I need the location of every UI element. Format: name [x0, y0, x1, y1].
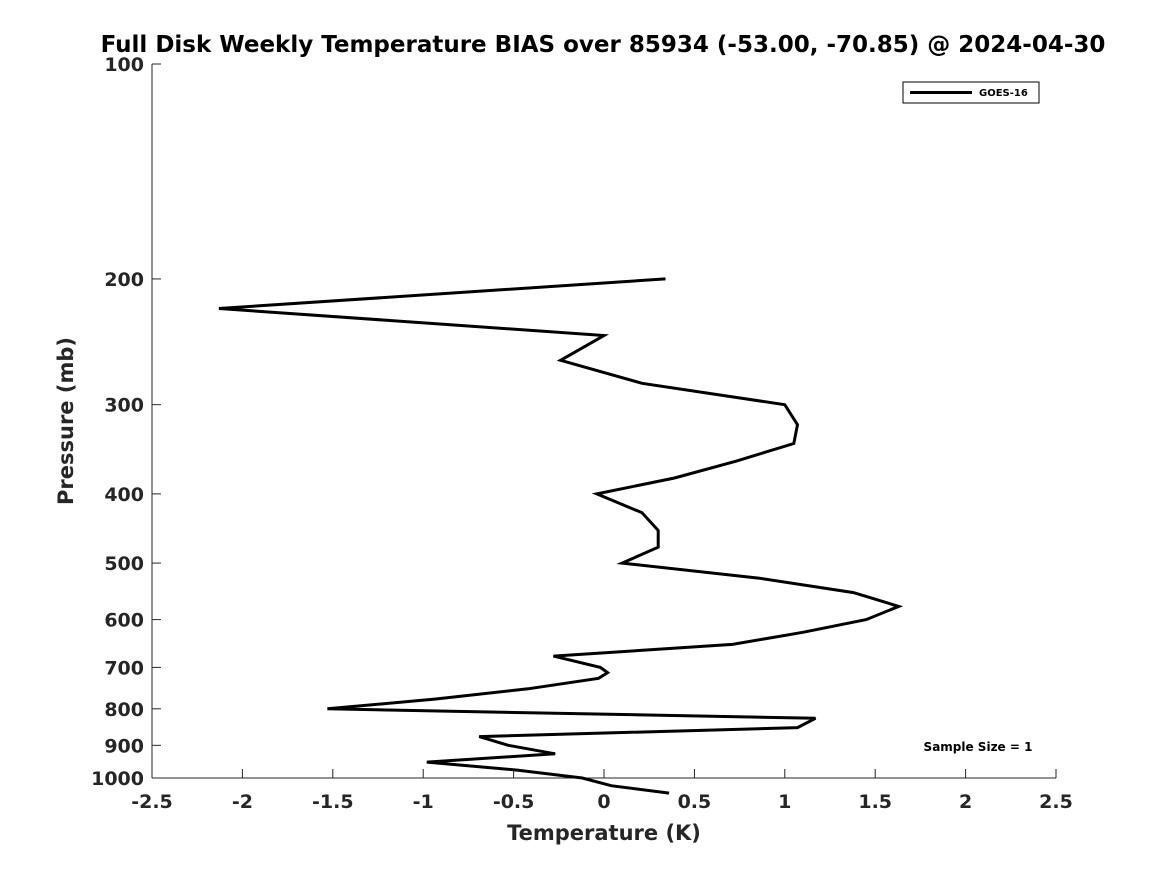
y-tick-label: 500: [104, 553, 144, 575]
legend-label-goes-16: GOES-16: [979, 88, 1028, 99]
x-axis-ticks: -2.5 -2 -1.5 -1 -0.5 0 0.5 1 1.5 2 2.5: [131, 769, 1073, 813]
plot-area: [152, 64, 1056, 778]
y-axis-label: Pressure (mb): [54, 337, 78, 505]
x-tick-label: 2: [959, 791, 972, 813]
y-tick-label: 600: [104, 610, 144, 632]
y-tick-label: 300: [104, 395, 144, 417]
x-tick-label: 1: [778, 791, 791, 813]
x-tick-label: 0: [597, 791, 610, 813]
x-tick-label: -1.5: [312, 791, 354, 813]
x-axis-label: Temperature (K): [507, 821, 701, 845]
y-axis-ticks: 100 200 300 400 500 600 700 800 900 1000: [91, 54, 161, 790]
x-tick-label: -2: [232, 791, 253, 813]
y-tick-label: 800: [104, 699, 144, 721]
y-tick-label: 1000: [91, 768, 144, 790]
x-tick-label: -2.5: [131, 791, 173, 813]
y-tick-label: 400: [104, 484, 144, 506]
chart-title: Full Disk Weekly Temperature BIAS over 8…: [101, 32, 1106, 58]
x-tick-label: -1: [413, 791, 434, 813]
x-tick-label: -0.5: [493, 791, 535, 813]
y-tick-label: 700: [104, 657, 144, 679]
y-tick-label: 100: [104, 54, 144, 76]
legend[interactable]: GOES-16: [902, 81, 1040, 104]
sample-size-annotation: Sample Size = 1: [924, 740, 1033, 754]
series-line-0: [218, 277, 904, 795]
y-tick-label: 200: [104, 269, 144, 291]
y-tick-label: 900: [104, 735, 144, 757]
x-tick-label: 2.5: [1039, 791, 1073, 813]
series-layer: [218, 277, 904, 795]
x-tick-label: 1.5: [858, 791, 892, 813]
x-tick-label: 0.5: [678, 791, 712, 813]
